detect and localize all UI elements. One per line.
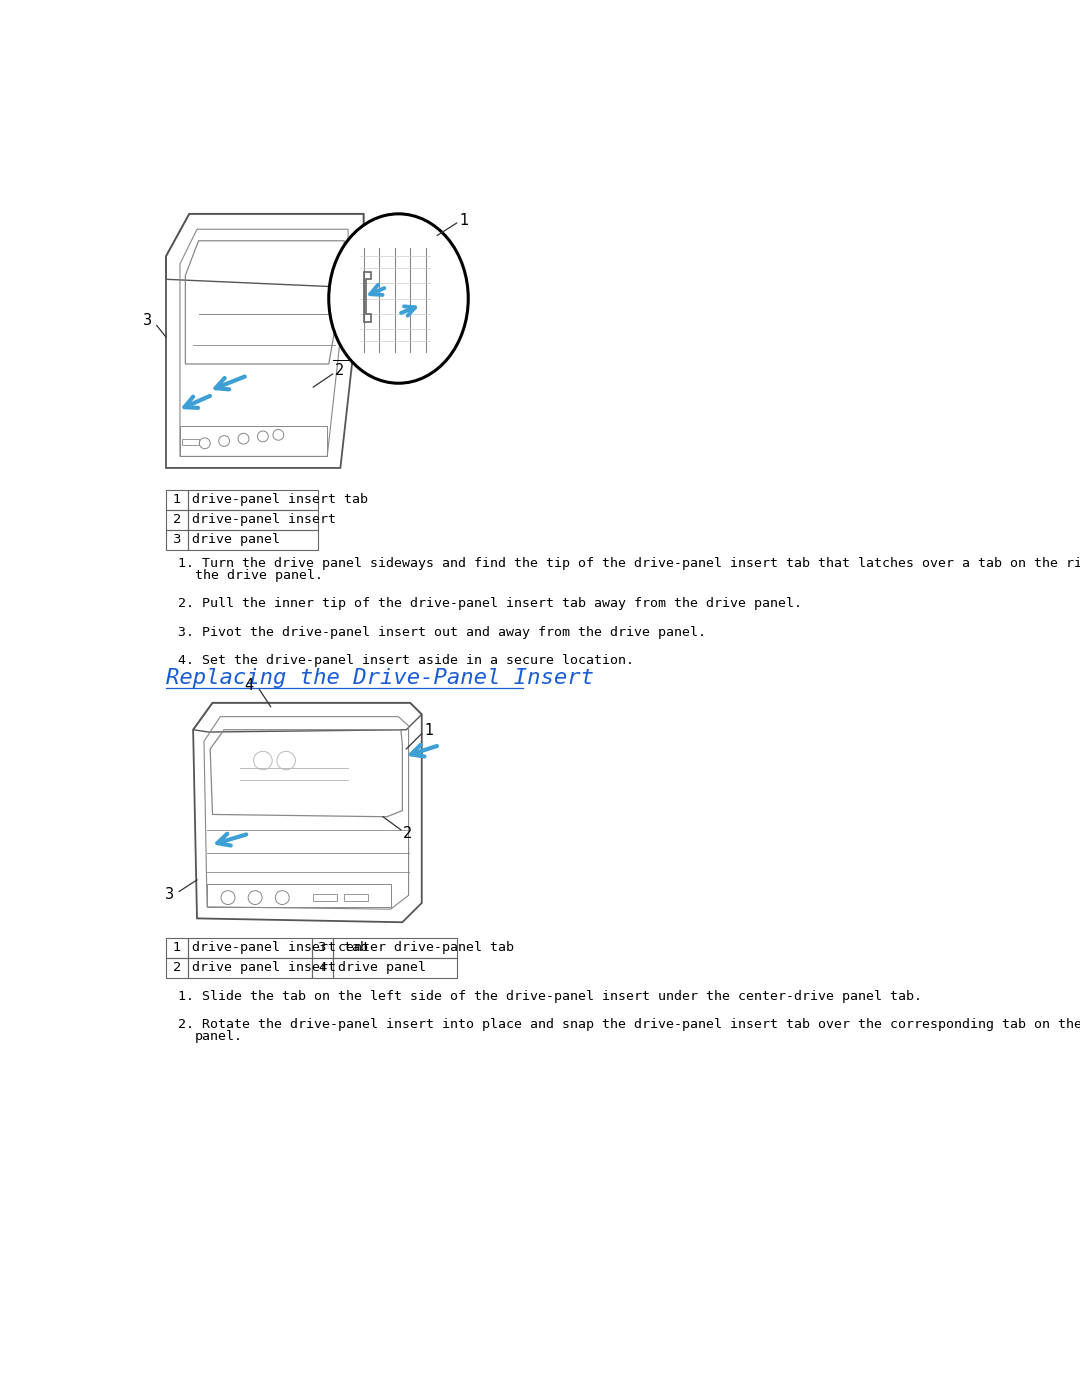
Bar bbox=[188, 529, 318, 549]
Bar bbox=[313, 894, 337, 901]
Bar bbox=[166, 510, 188, 529]
Bar bbox=[207, 884, 391, 907]
Bar bbox=[312, 937, 334, 958]
Text: 4: 4 bbox=[244, 679, 254, 693]
Text: 1. Slide the tab on the left side of the drive-panel insert under the center-dri: 1. Slide the tab on the left side of the… bbox=[177, 990, 921, 1003]
Text: 2. Rotate the drive-panel insert into place and snap the drive-panel insert tab : 2. Rotate the drive-panel insert into pl… bbox=[177, 1018, 1080, 1031]
Text: 4. Set the drive-panel insert aside in a secure location.: 4. Set the drive-panel insert aside in a… bbox=[177, 654, 634, 668]
Text: drive panel: drive panel bbox=[338, 961, 426, 974]
Bar bbox=[188, 489, 318, 510]
Text: 1. Turn the drive panel sideways and find the tip of the drive-panel insert tab : 1. Turn the drive panel sideways and fin… bbox=[177, 557, 1080, 570]
Text: drive-panel insert tab: drive-panel insert tab bbox=[192, 942, 368, 954]
Bar bbox=[312, 958, 334, 978]
Ellipse shape bbox=[328, 214, 469, 383]
Text: Replacing the Drive-Panel Insert: Replacing the Drive-Panel Insert bbox=[166, 668, 594, 689]
Bar bbox=[334, 937, 458, 958]
Bar bbox=[166, 958, 188, 978]
Text: 3: 3 bbox=[164, 887, 174, 902]
Bar bbox=[188, 937, 312, 958]
Text: 4: 4 bbox=[319, 961, 327, 974]
Bar bbox=[334, 958, 458, 978]
Text: 3: 3 bbox=[143, 313, 152, 328]
Text: 2: 2 bbox=[173, 513, 181, 527]
Text: panel.: panel. bbox=[194, 1030, 243, 1044]
Bar bbox=[166, 489, 188, 510]
Text: 3: 3 bbox=[173, 534, 181, 546]
Text: 3: 3 bbox=[319, 942, 327, 954]
Text: 2. Pull the inner tip of the drive-panel insert tab away from the drive panel.: 2. Pull the inner tip of the drive-panel… bbox=[177, 598, 801, 610]
Text: the drive panel.: the drive panel. bbox=[194, 569, 323, 581]
Text: 2: 2 bbox=[335, 363, 345, 379]
Text: center drive-panel tab: center drive-panel tab bbox=[338, 942, 514, 954]
Text: 2: 2 bbox=[403, 826, 411, 841]
Text: drive-panel insert: drive-panel insert bbox=[192, 513, 336, 527]
Bar bbox=[188, 510, 318, 529]
Text: 1: 1 bbox=[173, 942, 181, 954]
Text: 3. Pivot the drive-panel insert out and away from the drive panel.: 3. Pivot the drive-panel insert out and … bbox=[177, 626, 705, 638]
Bar bbox=[188, 958, 312, 978]
Text: 1: 1 bbox=[173, 493, 181, 506]
Text: drive panel: drive panel bbox=[192, 534, 281, 546]
Bar bbox=[166, 937, 188, 958]
Text: drive panel insert: drive panel insert bbox=[192, 961, 336, 974]
Text: drive-panel insert tab: drive-panel insert tab bbox=[192, 493, 368, 506]
Bar bbox=[166, 529, 188, 549]
Text: 1: 1 bbox=[424, 724, 433, 738]
Bar bbox=[345, 894, 367, 901]
Text: 1: 1 bbox=[459, 212, 469, 228]
Text: 2: 2 bbox=[173, 961, 181, 974]
